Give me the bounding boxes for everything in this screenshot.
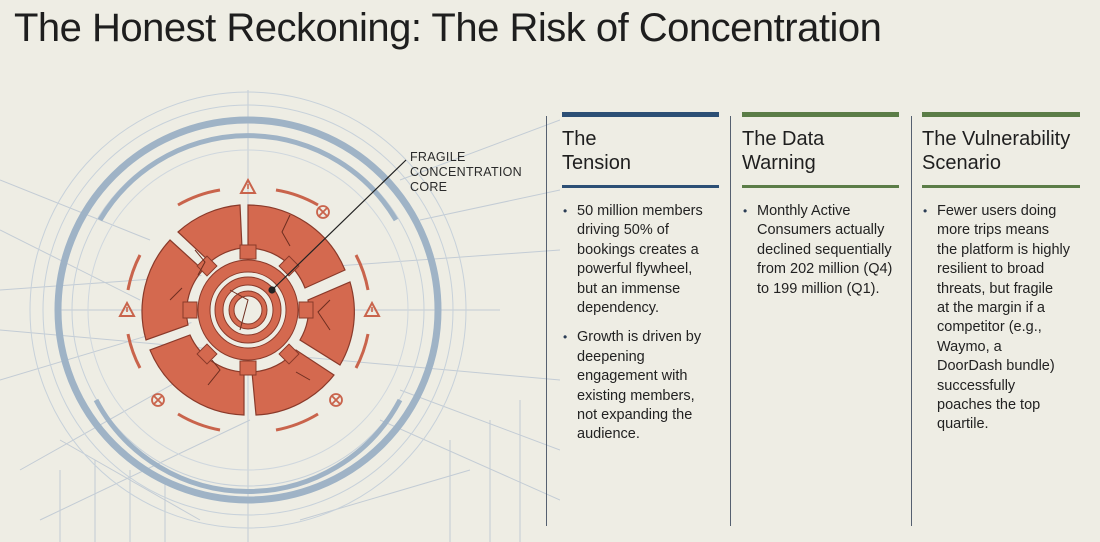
column-heading: The Vulnerability Scenario (922, 117, 1080, 185)
bullet-line: at the margin if a (937, 300, 1045, 317)
bullet-line: the platform is highly (937, 241, 1070, 258)
column-vulnerability: The Vulnerability Scenario • Fewer users… (922, 112, 1080, 445)
bullet-line: quartile. (937, 416, 989, 433)
list-item: • Fewer users doing more trips means the… (922, 202, 1080, 435)
bullet-line: poaches the top (937, 397, 1041, 414)
bullet-line: to 199 million (Q1). (757, 280, 880, 297)
heading-line: Tension (562, 152, 631, 174)
bullet-list: • Monthly Active Consumers actually decl… (742, 202, 899, 299)
bullet-dot-icon: • (923, 204, 928, 218)
bullet-list: • 50 million members driving 50% of book… (562, 202, 719, 445)
gear-core (182, 244, 314, 376)
heading-line: The Vulnerability (922, 128, 1071, 150)
x-circle-icon (151, 205, 343, 407)
outer-rings (29, 91, 467, 529)
bullet-line: powerful flywheel, (577, 261, 693, 278)
bullet-line: audience. (577, 426, 640, 443)
bullet-line: DoorDash bundle) (937, 358, 1055, 375)
bullet-line: but an immense (577, 280, 681, 297)
column-top-bar (562, 112, 719, 117)
bullet-line: 50 million members (577, 203, 703, 219)
heading-line: The (562, 128, 597, 150)
column-mid-bar (742, 185, 899, 188)
callout-line-2: CONCENTRATION (410, 165, 522, 179)
bullet-line: Waymo, a (937, 338, 1002, 355)
heading-line: The Data (742, 128, 825, 150)
bullet-line: Monthly Active (757, 203, 851, 219)
bullet-line: not expanding the (577, 407, 693, 424)
bullet-line: more trips means (937, 222, 1050, 239)
bullet-line: from 202 million (Q4) (757, 261, 893, 278)
list-item: • Monthly Active Consumers actually decl… (742, 202, 899, 299)
bullet-line: bookings creates a (577, 241, 699, 258)
column-divider (911, 116, 912, 526)
callout-line-1: FRAGILE (410, 150, 466, 164)
bullet-line: declined sequentially (757, 241, 892, 258)
fractured-outer-ring (141, 204, 355, 416)
bullet-dot-icon: • (563, 204, 568, 218)
bullet-line: dependency. (577, 300, 659, 317)
bullet-line: successfully (937, 377, 1016, 394)
bullet-line: deepening (577, 348, 645, 365)
heading-line: Scenario (922, 152, 1001, 174)
bullet-line: driving 50% of (577, 222, 669, 239)
callout-line-3: CORE (410, 180, 448, 194)
column-divider (730, 116, 731, 526)
bullet-line: existing members, (577, 387, 695, 404)
outer-dashed-ring (126, 188, 370, 432)
list-item: • 50 million members driving 50% of book… (562, 202, 719, 318)
column-heading: The Data Warning (742, 117, 899, 185)
column-data-warning: The Data Warning • Monthly Active Consum… (742, 112, 899, 309)
heading-line: Warning (742, 152, 816, 174)
warning-triangle-icon (118, 177, 381, 317)
bullet-line: competitor (e.g., (937, 319, 1042, 336)
callout-leader (268, 159, 407, 294)
fragile-core-callout: FRAGILE CONCENTRATION CORE (410, 150, 522, 195)
bullet-line: Consumers actually (757, 222, 885, 239)
concentration-core-diagram (0, 90, 560, 542)
bullet-line: threats, but fragile (937, 280, 1054, 297)
column-top-bar (922, 112, 1080, 117)
bullet-list: • Fewer users doing more trips means the… (922, 202, 1080, 435)
bullet-dot-icon: • (743, 204, 748, 218)
column-top-bar (742, 112, 899, 117)
bullet-dot-icon: • (563, 330, 568, 345)
warning-mark (126, 184, 373, 312)
column-tension: The Tension • 50 million members driving… (562, 112, 719, 455)
bullet-line: resilient to broad (937, 261, 1045, 278)
page-title: The Honest Reckoning: The Risk of Concen… (14, 6, 882, 50)
crack-lines (169, 214, 331, 386)
bullet-line: Fewer users doing (937, 203, 1057, 219)
column-divider (546, 116, 547, 526)
bullet-line: Growth is driven by (577, 329, 702, 346)
column-mid-bar (922, 185, 1080, 188)
list-item: • Growth is driven by deepening engageme… (562, 328, 719, 444)
column-mid-bar (562, 185, 719, 188)
column-heading: The Tension (562, 117, 719, 185)
bullet-line: engagement with (577, 368, 688, 385)
